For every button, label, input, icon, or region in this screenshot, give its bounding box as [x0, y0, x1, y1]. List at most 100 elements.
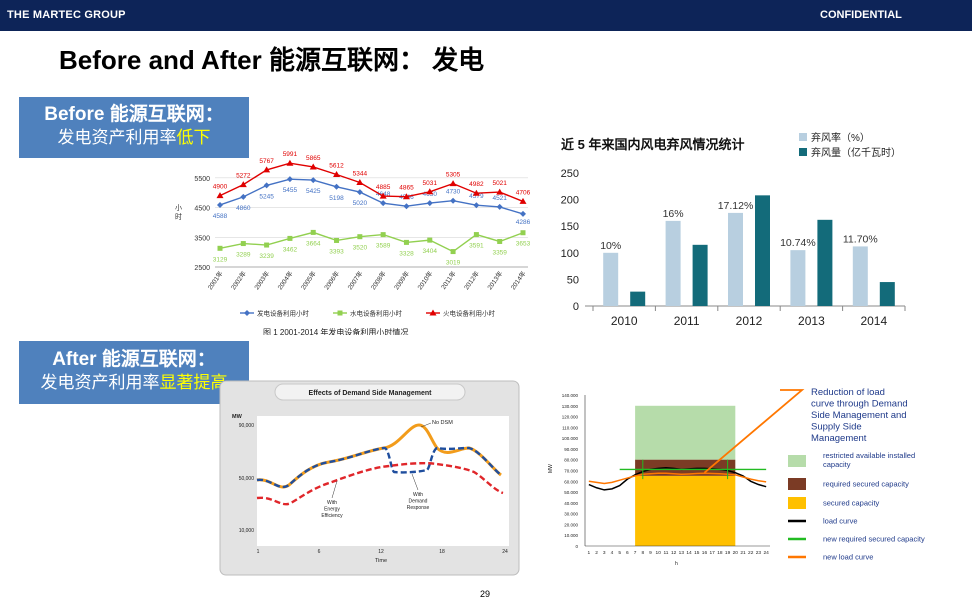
- legend-label: new load curve: [823, 553, 873, 562]
- page-number: 29: [480, 589, 491, 599]
- legend-label: 火电设备利用小时: [443, 309, 496, 318]
- y-tick-label: 5500: [194, 176, 210, 183]
- y-tick-label: 3500: [194, 235, 210, 242]
- data-label: 4860: [236, 205, 251, 212]
- data-label: 3393: [329, 248, 344, 255]
- x-axis-label: h: [675, 561, 678, 567]
- x-tick-label: 8: [641, 550, 644, 556]
- data-point: [403, 239, 409, 245]
- y-tick-label: 150: [561, 221, 579, 233]
- legend-label: 弃风率（%）: [811, 131, 870, 144]
- data-label: 5425: [306, 188, 321, 195]
- y-tick-label: 4500: [194, 206, 210, 213]
- y-tick-label: 200: [561, 195, 579, 207]
- x-tick-label: 2012: [736, 314, 763, 328]
- x-tick-label: 23: [756, 550, 762, 556]
- bar-volume: [817, 219, 833, 306]
- annotation-leader: [331, 480, 338, 499]
- legend-swatch: [788, 455, 806, 467]
- bar-rate: [665, 220, 681, 306]
- data-label: 16%: [663, 208, 684, 220]
- y-tick-label: 90,000: [239, 423, 255, 429]
- callout-text: Management: [811, 433, 867, 444]
- x-tick-label: 13: [679, 550, 685, 556]
- x-tick-label: 10: [656, 550, 662, 556]
- legend-marker: [429, 309, 437, 316]
- series-line: [219, 231, 524, 253]
- callout-text: Reduction of load: [811, 387, 885, 398]
- after-box-line1: After 能源互联网：: [52, 349, 216, 370]
- data-label: 5021: [492, 180, 507, 187]
- y-tick-label: 10.000: [564, 533, 578, 538]
- x-tick-label: 1: [257, 549, 260, 555]
- data-point: [450, 197, 457, 204]
- bar-rate: [790, 250, 806, 306]
- legend-label: restricted available installed: [823, 451, 915, 460]
- data-point: [264, 242, 270, 248]
- data-label: 3653: [516, 241, 531, 248]
- x-axis-label: Time: [375, 558, 387, 564]
- data-label: 5031: [423, 180, 438, 187]
- restricted-capacity-area: [635, 405, 736, 460]
- bar-rate: [603, 252, 619, 306]
- bar-volume: [879, 282, 895, 306]
- x-tick-label: 16: [702, 550, 708, 556]
- data-label: 4900: [213, 184, 228, 191]
- x-tick-label: 2007年: [345, 269, 365, 292]
- data-label: 3664: [306, 240, 321, 247]
- data-point: [520, 230, 526, 236]
- legend-swatch: [799, 133, 807, 141]
- data-label: 5455: [283, 187, 298, 194]
- data-label: 4885: [376, 184, 391, 191]
- y-axis-label-part: 小: [175, 203, 182, 212]
- before-label-box: Before 能源互联网： 发电资产利用率低下: [19, 97, 249, 158]
- x-tick-label: 2014: [860, 314, 887, 328]
- data-point: [286, 159, 294, 166]
- data-label: 4706: [516, 189, 531, 196]
- x-tick-label: 2010: [611, 314, 638, 328]
- x-tick-label: 2005年: [298, 269, 318, 292]
- y-tick-label: 0: [575, 544, 578, 549]
- annotation-leader: [411, 473, 419, 491]
- data-point: [334, 237, 340, 243]
- data-point: [239, 181, 247, 188]
- data-label: 3289: [236, 252, 251, 259]
- demand-response-annotation: With: [413, 492, 423, 498]
- after-box-line2-text: 发电资产利用率: [40, 373, 160, 392]
- x-tick-label: 2009年: [392, 269, 412, 292]
- y-tick-label: 50.000: [564, 490, 578, 495]
- x-tick-label: 2002年: [229, 269, 249, 292]
- data-label: 5245: [259, 193, 274, 200]
- data-point: [240, 193, 247, 200]
- data-point: [520, 210, 526, 217]
- x-tick-label: 11: [663, 550, 668, 556]
- x-tick-label: 4: [611, 550, 614, 556]
- data-point: [519, 197, 527, 204]
- series-line: [219, 178, 524, 215]
- data-label: 5612: [329, 163, 344, 170]
- data-label: 4579: [469, 193, 484, 200]
- data-point: [472, 189, 480, 196]
- y-tick-label: 2500: [194, 265, 210, 272]
- data-label: 4730: [446, 189, 461, 196]
- y-tick-label: 130.000: [562, 404, 579, 409]
- x-tick-label: 9: [649, 550, 652, 556]
- chart-title: 近 5 年来国内风电弃风情况统计: [561, 137, 744, 152]
- y-tick-label: 120.000: [562, 415, 579, 420]
- data-label: 5020: [353, 200, 368, 207]
- new-load-curve: [588, 472, 767, 485]
- data-label: 4982: [469, 181, 484, 188]
- y-tick-label: 100.000: [562, 436, 579, 441]
- data-point: [379, 192, 387, 199]
- before-box-highlight: 低下: [176, 128, 211, 147]
- x-tick-label: 2013: [798, 314, 825, 328]
- legend-label: 发电设备利用小时: [257, 309, 310, 318]
- legend-marker: [337, 310, 343, 316]
- data-label: 3404: [423, 248, 438, 255]
- bar-rate: [728, 212, 743, 306]
- x-tick-label: 2011年: [439, 269, 458, 291]
- data-label: 3520: [353, 245, 368, 252]
- data-label: 3359: [492, 249, 507, 256]
- data-point: [357, 234, 363, 240]
